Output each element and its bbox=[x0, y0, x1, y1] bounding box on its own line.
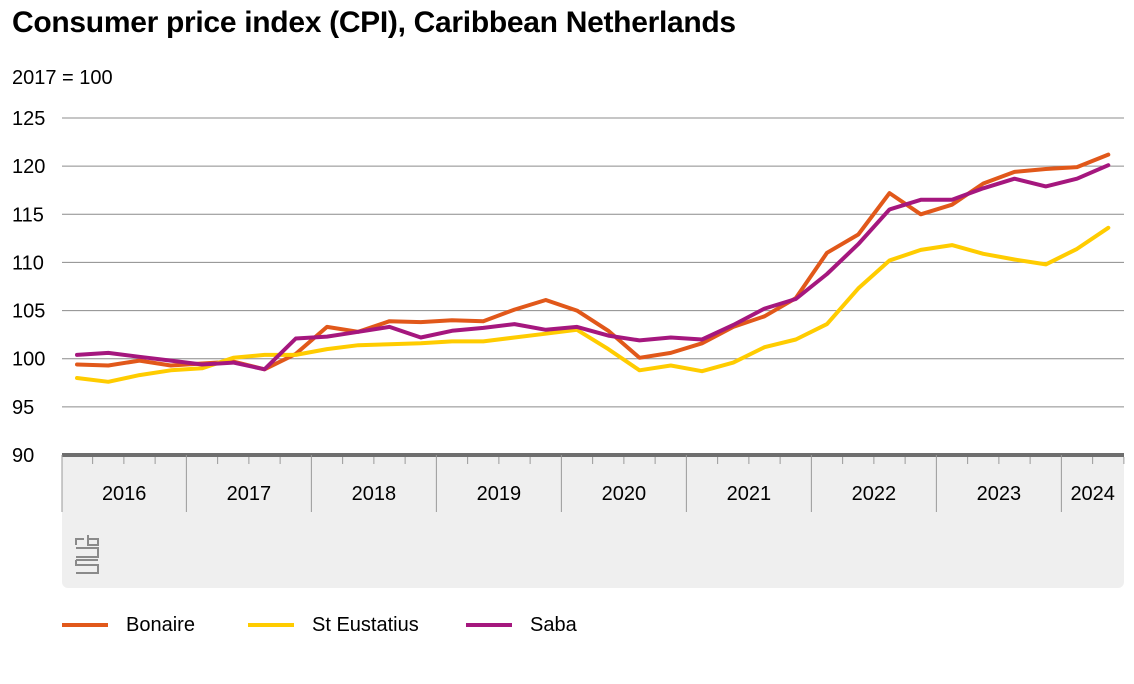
x-tick-label: 2024 bbox=[1070, 483, 1115, 505]
legend-swatch-bonaire bbox=[62, 623, 108, 627]
legend-item-saba: Saba bbox=[466, 612, 577, 638]
x-tick-label: 2023 bbox=[977, 483, 1022, 505]
y-tick-label: 105 bbox=[12, 301, 45, 323]
y-tick-label: 110 bbox=[12, 252, 44, 274]
x-axis-band bbox=[62, 455, 1124, 588]
y-tick-label: 90 bbox=[12, 445, 34, 467]
y-tick-label: 115 bbox=[12, 204, 44, 226]
series-line-st-eustatius bbox=[75, 225, 1111, 384]
x-tick-label: 2017 bbox=[227, 483, 272, 505]
x-tick-label: 2019 bbox=[477, 483, 522, 505]
y-tick-label: 95 bbox=[12, 397, 34, 419]
legend-label-st-eustatius: St Eustatius bbox=[312, 613, 419, 636]
chart-title: Consumer price index (CPI), Caribbean Ne… bbox=[12, 6, 736, 39]
y-tick-label: 125 bbox=[12, 108, 45, 130]
series-line-saba bbox=[75, 163, 1111, 372]
x-tick-label: 2022 bbox=[852, 483, 897, 505]
legend-label-bonaire: Bonaire bbox=[126, 613, 195, 636]
y-tick-label: 100 bbox=[12, 349, 45, 371]
legend-label-saba: Saba bbox=[530, 613, 577, 636]
cpi-line-chart: 125 120 115 110 105 100 95 90 2016 2017 2018 2019 2… bbox=[12, 108, 1125, 588]
x-tick-label: 2021 bbox=[727, 483, 772, 505]
legend-item-st-eustatius: St Eustatius bbox=[248, 612, 419, 638]
chart-subtitle: 2017 = 100 bbox=[12, 67, 113, 89]
legend-item-bonaire: Bonaire bbox=[62, 612, 195, 638]
y-tick-label: 120 bbox=[12, 156, 45, 178]
legend-swatch-saba bbox=[466, 623, 512, 627]
x-tick-label: 2018 bbox=[352, 483, 397, 505]
cbs-logo-icon bbox=[75, 535, 99, 574]
x-tick-label: 2016 bbox=[102, 483, 147, 505]
legend-swatch-st-eustatius bbox=[248, 623, 294, 627]
x-tick-label: 2020 bbox=[602, 483, 647, 505]
